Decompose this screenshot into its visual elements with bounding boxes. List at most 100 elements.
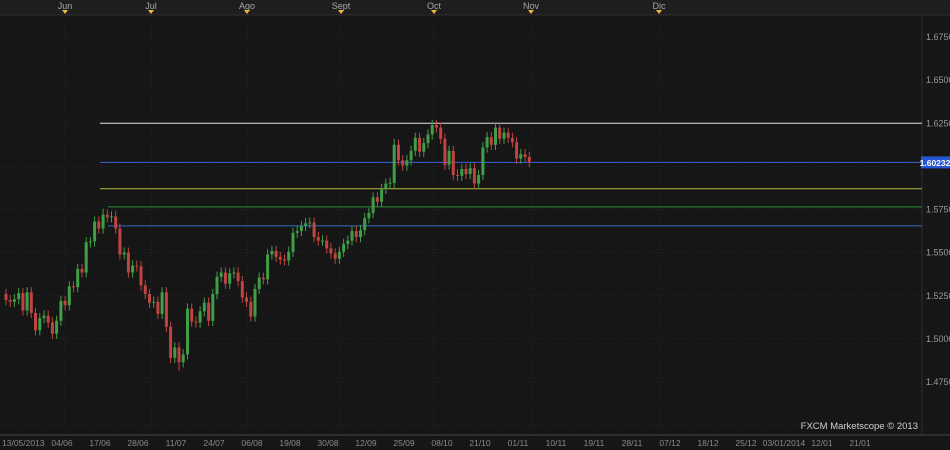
candle [211, 294, 215, 321]
candle [143, 285, 147, 294]
candle [164, 292, 168, 327]
candle [316, 237, 320, 241]
candle [422, 143, 426, 152]
candle [101, 214, 105, 229]
current-price-box [921, 156, 950, 169]
candle [126, 252, 130, 273]
candle [384, 183, 388, 189]
candle [329, 248, 333, 254]
candle [337, 251, 341, 259]
candle [139, 266, 143, 286]
candle [494, 127, 497, 145]
date-label: 12/01 [811, 438, 833, 448]
candle [202, 302, 206, 312]
candle [502, 132, 506, 139]
candle [63, 300, 67, 306]
current-price-label: 1.60232 [920, 156, 950, 169]
candle [84, 242, 88, 273]
candle [342, 244, 346, 252]
candle [392, 144, 396, 183]
candle [409, 150, 413, 161]
candle [460, 169, 464, 176]
candle [257, 277, 261, 289]
price-tick-label: 1.6250 [926, 118, 950, 128]
candle [232, 272, 236, 274]
month-marker-icon [528, 10, 534, 14]
candle [304, 223, 308, 226]
candle [4, 294, 8, 301]
candle [485, 137, 489, 148]
date-label: 08/10 [431, 438, 453, 448]
candle [17, 293, 21, 300]
candle [375, 197, 379, 202]
candle [443, 138, 447, 165]
date-label: 25/12 [735, 438, 757, 448]
candle [354, 231, 358, 238]
candle [181, 354, 185, 363]
candle [413, 137, 417, 151]
candle [367, 213, 371, 219]
candle [380, 188, 384, 202]
candle [228, 273, 232, 284]
candle [131, 265, 135, 273]
candle [198, 311, 202, 323]
candle [223, 272, 227, 284]
candle [359, 230, 362, 238]
candle [105, 214, 109, 218]
candle [371, 197, 375, 213]
candle [333, 253, 337, 259]
candle [464, 169, 468, 175]
candle [8, 300, 12, 302]
watermark: FXCM Marketscope © 2013 [801, 421, 918, 432]
price-tick-label: 1.4750 [926, 377, 950, 387]
date-axis[interactable]: 13/05/2013 04/06 17/06 28/06 11/07 24/07 06/08… [2, 438, 871, 448]
date-label: 19/08 [279, 438, 301, 448]
candle [321, 240, 324, 242]
candle [122, 252, 126, 255]
candle [169, 326, 173, 358]
candle [38, 318, 42, 331]
candle [152, 301, 156, 303]
date-label: 19/11 [584, 438, 605, 448]
support-resistance-lines[interactable] [100, 122, 950, 227]
candle [110, 216, 113, 218]
candle [489, 137, 493, 145]
candle [177, 347, 181, 363]
candle [510, 137, 514, 143]
price-axis[interactable]: 1.6750 1.6500 1.6250 1.5750 1.5500 1.5250 1.50… [926, 32, 950, 387]
candle [477, 175, 481, 184]
candle [527, 156, 531, 163]
candle [456, 175, 459, 176]
date-label: 28/11 [622, 438, 643, 448]
month-label: Jul [145, 1, 157, 11]
candle [190, 308, 194, 322]
candle [287, 251, 291, 261]
month-label: Oct [427, 1, 442, 11]
candle [88, 241, 92, 243]
candle [274, 250, 278, 257]
candle [434, 125, 438, 128]
date-label: 21/01 [849, 438, 871, 448]
candle [240, 281, 244, 298]
price-tick-label: 1.5500 [926, 248, 950, 258]
date-label: 28/06 [127, 438, 149, 448]
candle [46, 315, 50, 323]
month-marker-icon [656, 10, 662, 14]
candle [118, 228, 122, 255]
price-tick-label: 1.5000 [926, 334, 950, 344]
candle [270, 250, 274, 255]
date-label: 03/01/2014 [763, 438, 806, 448]
candle [451, 150, 455, 175]
date-label: 25/09 [393, 438, 415, 448]
candle [388, 182, 392, 184]
candle [194, 321, 198, 323]
month-label: Nov [523, 1, 540, 11]
candle [148, 294, 151, 303]
candle [253, 288, 257, 317]
candle [325, 240, 329, 249]
date-label: 30/08 [317, 438, 339, 448]
candle [59, 300, 63, 321]
